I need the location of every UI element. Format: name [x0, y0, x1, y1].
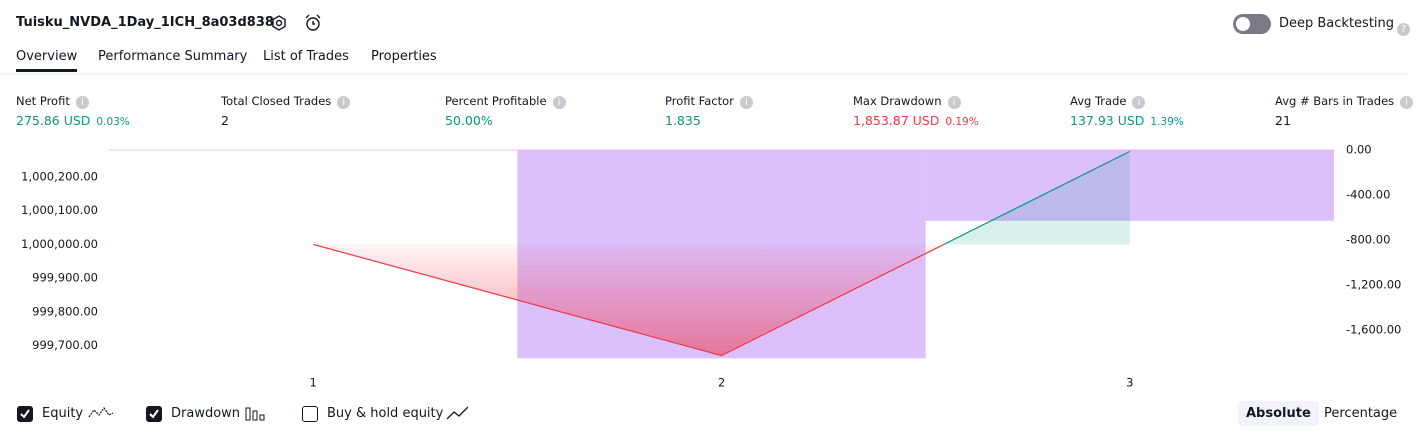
y-tick-label: 1,000,200.00 — [21, 169, 98, 183]
x-tick-label: 2 — [718, 376, 725, 390]
x-tick-label: 1 — [310, 376, 317, 390]
metric-label-text: Avg # Bars in Trades — [1275, 94, 1395, 108]
metric-label-text: Percent Profitable — [445, 94, 547, 108]
info-icon[interactable]: i — [947, 96, 961, 109]
metric-value: 21 — [1275, 113, 1291, 128]
metric-value-text: 1,853.87 USD — [853, 113, 940, 128]
info-icon[interactable]: i — [1400, 96, 1414, 109]
metric-label: Avg Trade i — [1070, 94, 1146, 109]
y2-tick-label: 0.00 — [1346, 143, 1372, 157]
info-icon[interactable]: i — [739, 96, 753, 109]
checkbox[interactable] — [17, 406, 33, 422]
metric-label-text: Total Closed Trades — [221, 94, 332, 108]
metric-label-text: Profit Factor — [665, 94, 734, 108]
metric-label: Net Profit i — [16, 94, 89, 109]
metric-label: Percent Profitable i — [445, 94, 566, 109]
equity-line-above — [313, 150, 1131, 245]
y2-tick-label: -1,200.00 — [1346, 277, 1401, 291]
equity-area — [313, 151, 1130, 356]
y-tick-label: 999,700.00 — [32, 338, 98, 352]
metric-label: Profit Factor i — [665, 94, 753, 109]
checkbox[interactable] — [146, 406, 162, 422]
metric-value: 1,853.87 USD 0.19% — [853, 113, 979, 128]
equity-line — [313, 244, 946, 357]
info-icon[interactable]: i — [552, 96, 566, 109]
metric-value-text: 137.93 USD — [1070, 113, 1145, 128]
legend-label: Drawdown — [171, 406, 241, 421]
y-tick-label: 1,000,100.00 — [21, 203, 98, 217]
y-tick-label: 1,000,000.00 — [21, 237, 98, 251]
legend-label: Equity — [42, 406, 84, 421]
metric-value-text: 21 — [1275, 113, 1291, 128]
metric-value: 50.00% — [445, 113, 493, 128]
metric-label-text: Net Profit — [16, 94, 70, 108]
metric-value: 2 — [221, 113, 229, 128]
mode-button[interactable]: Percentage — [1324, 406, 1398, 421]
metric-value-text: 275.86 USD — [16, 113, 91, 128]
info-icon[interactable]: i — [1132, 96, 1146, 109]
y2-tick-label: -400.00 — [1346, 187, 1390, 201]
equity-icon — [88, 406, 114, 418]
checkbox[interactable] — [302, 406, 318, 422]
y2-tick-label: -1,600.00 — [1346, 322, 1401, 336]
metric-percent: 0.03% — [96, 116, 130, 128]
metric-value-text: 50.00% — [445, 113, 493, 128]
legend-label: Buy & hold equity — [327, 406, 444, 421]
toggle-label: Deep Backtesting — [1279, 16, 1395, 31]
metric-value-text: 2 — [221, 113, 229, 128]
metric-percent: 1.39% — [1150, 116, 1184, 128]
metric-label: Total Closed Trades i — [221, 94, 351, 109]
buyhold-icon — [446, 406, 469, 420]
metric-value: 1.835 — [665, 113, 701, 128]
alert-icon[interactable] — [303, 13, 323, 33]
y2-tick-label: -800.00 — [1346, 232, 1390, 246]
tab[interactable]: List of Trades — [263, 49, 349, 64]
metric-label-text: Avg Trade — [1070, 94, 1127, 108]
separator — [0, 73, 1408, 75]
settings-icon[interactable] — [270, 14, 288, 32]
chart: 999,700.00 999,800.00 999,900.00 1,000,000.… — [21, 143, 1401, 390]
metric-value-text: 1.835 — [665, 113, 701, 128]
tab[interactable]: Performance Summary — [98, 49, 248, 64]
info-icon[interactable]: i — [75, 96, 89, 109]
mode-button[interactable]: Absolute — [1238, 401, 1319, 426]
tab[interactable]: Overview — [16, 49, 78, 72]
metric-value: 137.93 USD 1.39% — [1070, 113, 1184, 128]
help-icon[interactable]: ? — [1397, 23, 1410, 36]
metric-label: Max Drawdown i — [853, 94, 961, 109]
metric-label: Avg # Bars in Trades i — [1275, 94, 1414, 109]
toggle[interactable] — [1233, 14, 1271, 34]
metric-value: 275.86 USD 0.03% — [16, 113, 130, 128]
x-tick-label: 3 — [1126, 376, 1133, 390]
y-tick-label: 999,900.00 — [32, 271, 98, 285]
info-icon[interactable]: i — [337, 96, 351, 109]
drawdown-icon — [245, 407, 265, 421]
strategy-name: Tuisku_NVDA_1Day_1ICH_8a03d838 — [16, 15, 274, 30]
metric-label-text: Max Drawdown — [853, 94, 942, 108]
tab[interactable]: Properties — [371, 49, 437, 64]
y-tick-label: 999,800.00 — [32, 304, 98, 318]
metric-percent: 0.19% — [945, 116, 979, 128]
